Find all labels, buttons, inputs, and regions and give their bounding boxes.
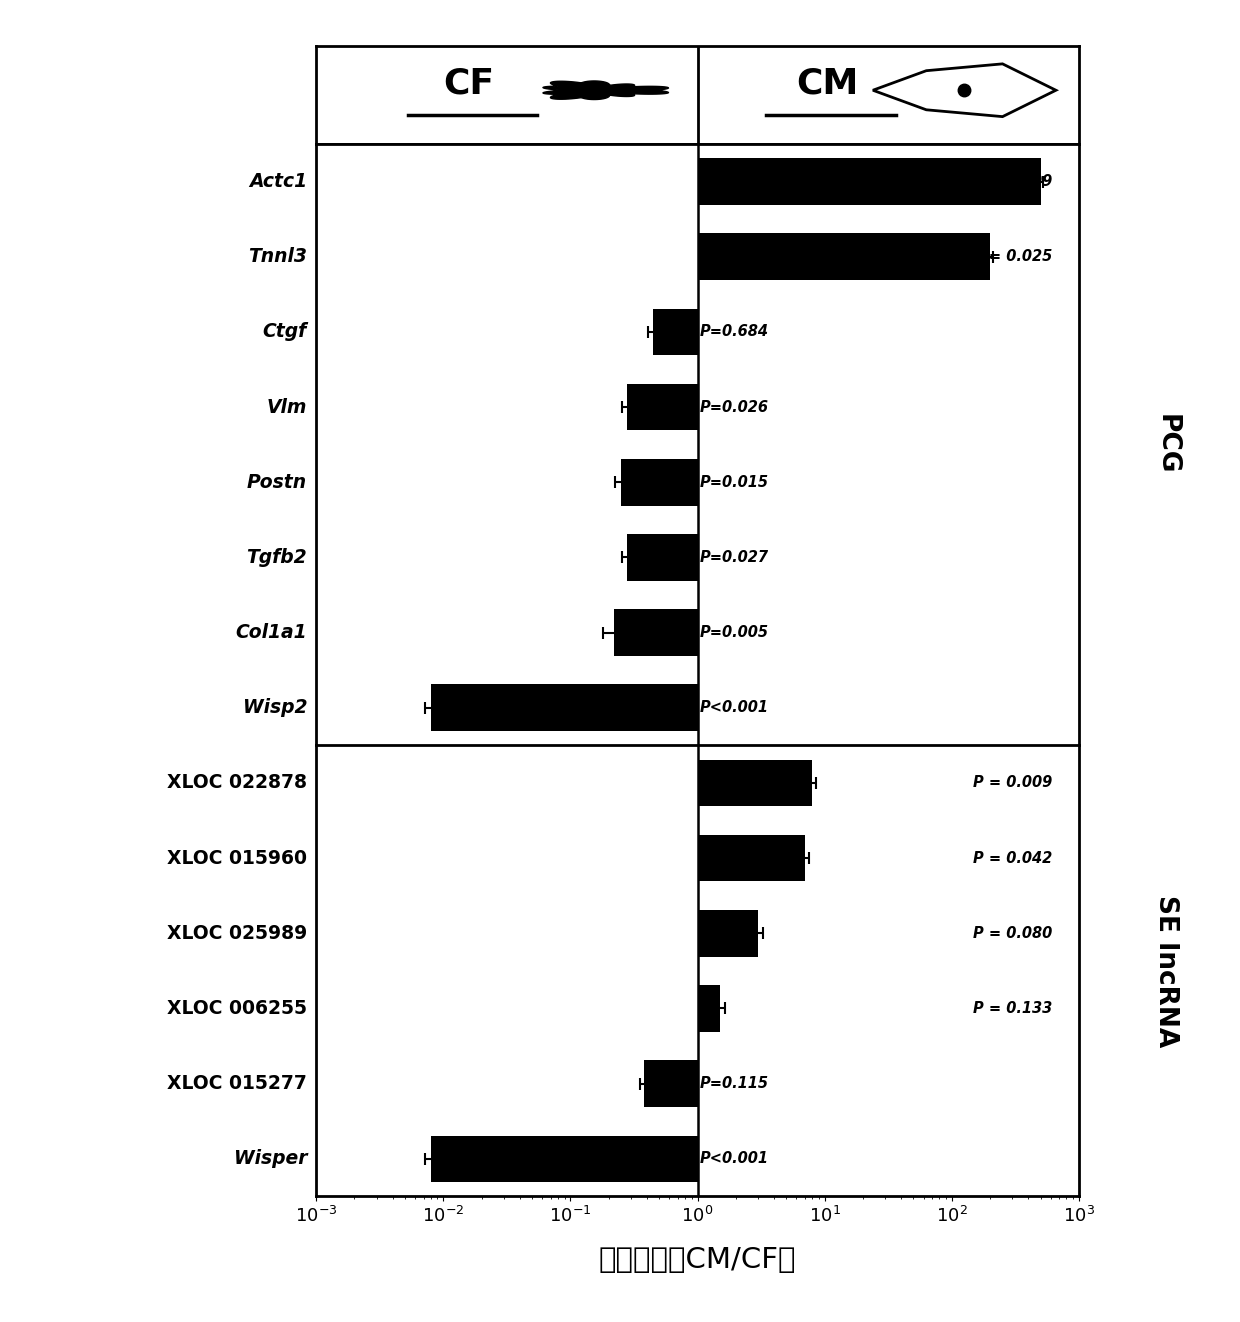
- Text: XLOC 015277: XLOC 015277: [167, 1075, 308, 1093]
- Text: P = 0.009: P = 0.009: [973, 776, 1052, 791]
- Text: XLOC 006255: XLOC 006255: [167, 999, 308, 1018]
- Text: P=0.115: P=0.115: [699, 1076, 769, 1091]
- Text: XLOC 015960: XLOC 015960: [167, 849, 308, 867]
- Text: P = 0.133: P = 0.133: [973, 1001, 1052, 1017]
- Text: Wisp2: Wisp2: [243, 698, 308, 718]
- Text: Wisper: Wisper: [233, 1149, 308, 1169]
- X-axis label: 相对表达（CM/CF）: 相对表达（CM/CF）: [599, 1245, 796, 1273]
- Bar: [697, 910, 758, 957]
- Bar: [644, 1060, 697, 1107]
- Text: Tgfb2: Tgfb2: [247, 547, 308, 567]
- Polygon shape: [543, 81, 668, 99]
- Bar: [432, 1136, 697, 1182]
- Text: P<0.001: P<0.001: [699, 1151, 769, 1166]
- Text: P = 0.080: P = 0.080: [973, 925, 1052, 941]
- Bar: [653, 308, 697, 356]
- Text: Vlm: Vlm: [267, 398, 308, 416]
- Text: P<0.001: P<0.001: [699, 701, 769, 715]
- Text: Ctgf: Ctgf: [263, 323, 308, 341]
- Text: P = 0.009: P = 0.009: [973, 175, 1052, 189]
- Text: P=0.026: P=0.026: [699, 399, 769, 415]
- Bar: [432, 685, 697, 731]
- Bar: [697, 234, 990, 280]
- Polygon shape: [873, 63, 1056, 116]
- Text: Actc1: Actc1: [249, 172, 308, 192]
- Bar: [697, 834, 805, 882]
- Text: XLOC 025989: XLOC 025989: [167, 924, 308, 943]
- Bar: [697, 159, 1040, 205]
- Text: P=0.027: P=0.027: [699, 550, 769, 564]
- Text: P = 0.025: P = 0.025: [973, 250, 1052, 264]
- Text: Col1a1: Col1a1: [236, 623, 308, 642]
- Text: P=0.684: P=0.684: [699, 324, 769, 340]
- Text: XLOC 022878: XLOC 022878: [167, 773, 308, 792]
- Bar: [621, 459, 697, 505]
- Text: P=0.015: P=0.015: [699, 475, 769, 489]
- Text: Postn: Postn: [247, 473, 308, 492]
- Text: Tnnl3: Tnnl3: [248, 247, 308, 266]
- Text: CF: CF: [443, 66, 495, 100]
- Text: SE lncRNA: SE lncRNA: [1153, 895, 1179, 1047]
- Bar: [697, 760, 812, 806]
- Bar: [627, 383, 697, 431]
- Text: P = 0.042: P = 0.042: [973, 850, 1052, 866]
- Text: P=0.005: P=0.005: [699, 625, 769, 640]
- Bar: [614, 609, 697, 656]
- Bar: [697, 985, 720, 1031]
- Bar: [627, 534, 697, 580]
- Text: PCG: PCG: [1153, 414, 1179, 475]
- Text: CM: CM: [796, 66, 858, 100]
